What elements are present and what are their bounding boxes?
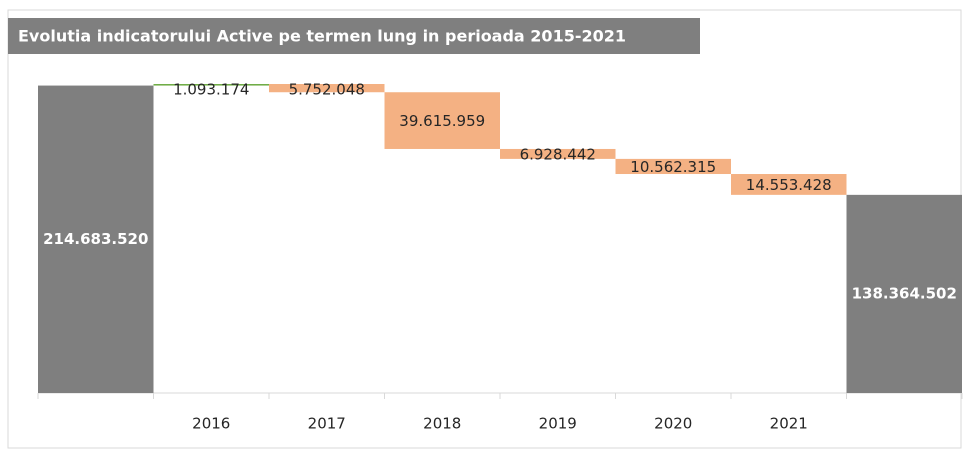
bar xyxy=(38,85,154,394)
x-tick-label: 2016 xyxy=(192,415,230,433)
title-box xyxy=(8,18,700,54)
data-label: 214.683.520 xyxy=(43,230,148,248)
data-label: 1.093.174 xyxy=(173,81,249,99)
data-label: 14.553.428 xyxy=(746,176,832,194)
x-tick-label: 2021 xyxy=(770,415,808,433)
bar xyxy=(384,92,500,149)
bar xyxy=(615,158,731,175)
data-label: 138.364.502 xyxy=(852,284,957,302)
chart-frame xyxy=(7,9,962,449)
x-tick-label: 2020 xyxy=(654,415,692,433)
chart-title: Evolutia indicatorului Active pe termen … xyxy=(18,27,626,46)
bar xyxy=(731,174,847,195)
data-label: 39.615.959 xyxy=(399,112,485,130)
x-tick-label: 2019 xyxy=(539,415,577,433)
x-tick-label: 2017 xyxy=(308,415,346,433)
bar xyxy=(153,84,269,86)
bar xyxy=(269,84,385,93)
x-tick-label: 2018 xyxy=(423,415,461,433)
data-label: 5.752.048 xyxy=(289,81,365,99)
data-label: 6.928.442 xyxy=(520,145,596,163)
bar xyxy=(500,148,616,159)
data-label: 10.562.315 xyxy=(630,158,716,176)
bar xyxy=(846,194,962,393)
